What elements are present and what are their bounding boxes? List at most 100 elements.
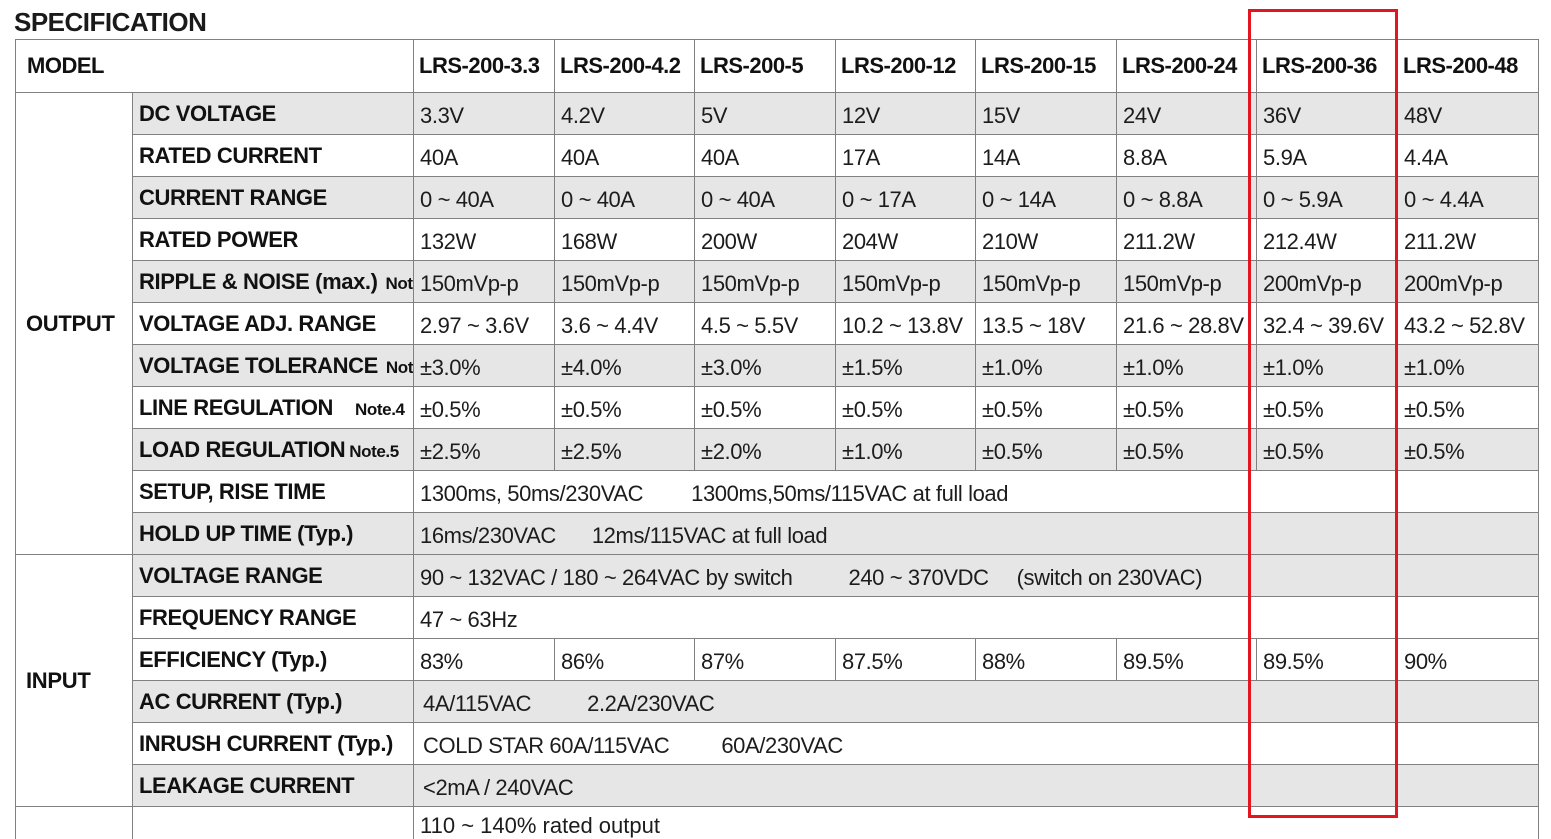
voltage-adj-row: VOLTAGE ADJ. RANGE 2.97 ~ 3.6V 3.6 ~ 4.4… [16,303,1539,345]
spec-value: ±4.0% [555,345,695,387]
spec-value: 150mVp-p [695,261,836,303]
spec-value-merged: 16ms/230VAC 12ms/115VAC at full load [414,513,1539,555]
spec-value: 48V [1398,93,1539,135]
spec-value: ±0.5% [1398,429,1539,471]
spec-value-b: 60A/230VAC [721,733,843,758]
rated-power-row: RATED POWER 132W 168W 200W 204W 210W 211… [16,219,1539,261]
spec-value: 0 ~ 40A [414,177,555,219]
spec-value: 10.2 ~ 13.8V [836,303,976,345]
spec-value-a: COLD STAR 60A/115VAC [423,733,669,758]
spec-value: 21.6 ~ 28.8V [1117,303,1257,345]
spec-value: 5.9A [1257,135,1398,177]
spec-value: 88% [976,639,1117,681]
spec-value: ±0.5% [414,387,555,429]
spec-value: 200mVp-p [1257,261,1398,303]
spec-value: 0 ~ 8.8A [1117,177,1257,219]
specification-table: MODEL LRS-200-3.3 LRS-200-4.2 LRS-200-5 … [15,39,1539,839]
spec-value: ±1.5% [836,345,976,387]
spec-value: 17A [836,135,976,177]
spec-value: 5V [695,93,836,135]
spec-value: 200mVp-p [1398,261,1539,303]
spec-value-a: 1300ms, 50ms/230VAC [420,481,643,506]
param-label: EFFICIENCY (Typ.) [133,639,414,681]
spec-value: 40A [414,135,555,177]
spec-value: 32.4 ~ 39.6V [1257,303,1398,345]
spec-value: 3.3V [414,93,555,135]
spec-value: ±0.5% [976,387,1117,429]
spec-value: 87% [695,639,836,681]
spec-value: ±3.0% [695,345,836,387]
spec-value: 0 ~ 40A [695,177,836,219]
spec-value-b: 12ms/115VAC at full load [592,523,827,548]
spec-value: 150mVp-p [836,261,976,303]
model-header: LRS-200-12 [836,40,976,93]
spec-value: ±2.5% [555,429,695,471]
param-label-text: VOLTAGE TOLERANCE [139,353,378,378]
hold-up-row: HOLD UP TIME (Typ.) 16ms/230VAC 12ms/115V… [16,513,1539,555]
spec-value-a: 90 ~ 132VAC / 180 ~ 264VAC by switch [420,565,792,590]
spec-value: 0 ~ 5.9A [1257,177,1398,219]
spec-value: 150mVp-p [1117,261,1257,303]
spec-value: 211.2W [1117,219,1257,261]
spec-value: 4.2V [555,93,695,135]
spec-value: 3.6 ~ 4.4V [555,303,695,345]
param-label: HOLD UP TIME (Typ.) [133,513,414,555]
inrush-current-row: INRUSH CURRENT (Typ.) COLD STAR 60A/115V… [16,723,1539,765]
spec-value: ±0.5% [695,387,836,429]
spec-value: 200W [695,219,836,261]
spec-value: 204W [836,219,976,261]
spec-value: ±2.5% [414,429,555,471]
spec-value: ±0.5% [1117,387,1257,429]
spec-value: 0 ~ 17A [836,177,976,219]
note-ref: Note.4 [355,400,405,419]
spec-value-b: 2.2A/230VAC [587,691,714,716]
spec-value: 212.4W [1257,219,1398,261]
spec-value: 24V [1117,93,1257,135]
spec-value: 87.5% [836,639,976,681]
truncated-label [133,807,414,839]
model-header: LRS-200-36 [1257,40,1398,93]
param-label: FREQUENCY RANGE [133,597,414,639]
spec-value: 86% [555,639,695,681]
spec-value-c: (switch on 230VAC) [1017,565,1203,590]
spec-value-a: 4A/115VAC [423,691,531,716]
spec-value: ±1.0% [976,345,1117,387]
spec-value: ±0.5% [555,387,695,429]
spec-value: 4.4A [1398,135,1539,177]
spec-value: ±2.0% [695,429,836,471]
efficiency-row: EFFICIENCY (Typ.) 83% 86% 87% 87.5% 88% … [16,639,1539,681]
spec-value: 89.5% [1257,639,1398,681]
spec-value: 2.97 ~ 3.6V [414,303,555,345]
param-label: VOLTAGE ADJ. RANGE [133,303,414,345]
spec-value: ±3.0% [414,345,555,387]
param-label: VOLTAGE RANGE [133,555,414,597]
voltage-tolerance-row: VOLTAGE TOLERANCENote.3 ±3.0% ±4.0% ±3.0… [16,345,1539,387]
param-label: RATED POWER [133,219,414,261]
param-label: LEAKAGE CURRENT [133,765,414,807]
spec-value: ±1.0% [1398,345,1539,387]
spec-value: 40A [695,135,836,177]
spec-value: ±0.5% [976,429,1117,471]
note-ref: Note.5 [349,442,399,461]
spec-value: 211.2W [1398,219,1539,261]
model-header: LRS-200-48 [1398,40,1539,93]
spec-value: 12V [836,93,976,135]
param-label-text: RIPPLE & NOISE (max.) [139,269,378,294]
param-label: DC VOLTAGE [133,93,414,135]
input-voltage-range-row: INPUT VOLTAGE RANGE 90 ~ 132VAC / 180 ~ … [16,555,1539,597]
spec-value: ±0.5% [1257,387,1398,429]
spec-value: 150mVp-p [555,261,695,303]
spec-value-a: 16ms/230VAC [420,523,556,548]
spec-value: ±1.0% [1117,345,1257,387]
spec-value-merged: COLD STAR 60A/115VAC 60A/230VAC [414,723,1539,765]
param-label: RIPPLE & NOISE (max.)Note.2 [133,261,414,303]
spec-value: 43.2 ~ 52.8V [1398,303,1539,345]
dc-voltage-row: OUTPUT DC VOLTAGE 3.3V 4.2V 5V 12V 15V 2… [16,93,1539,135]
spec-value: ±0.5% [1398,387,1539,429]
truncated-row: 110 ~ 140% rated output [16,807,1539,839]
